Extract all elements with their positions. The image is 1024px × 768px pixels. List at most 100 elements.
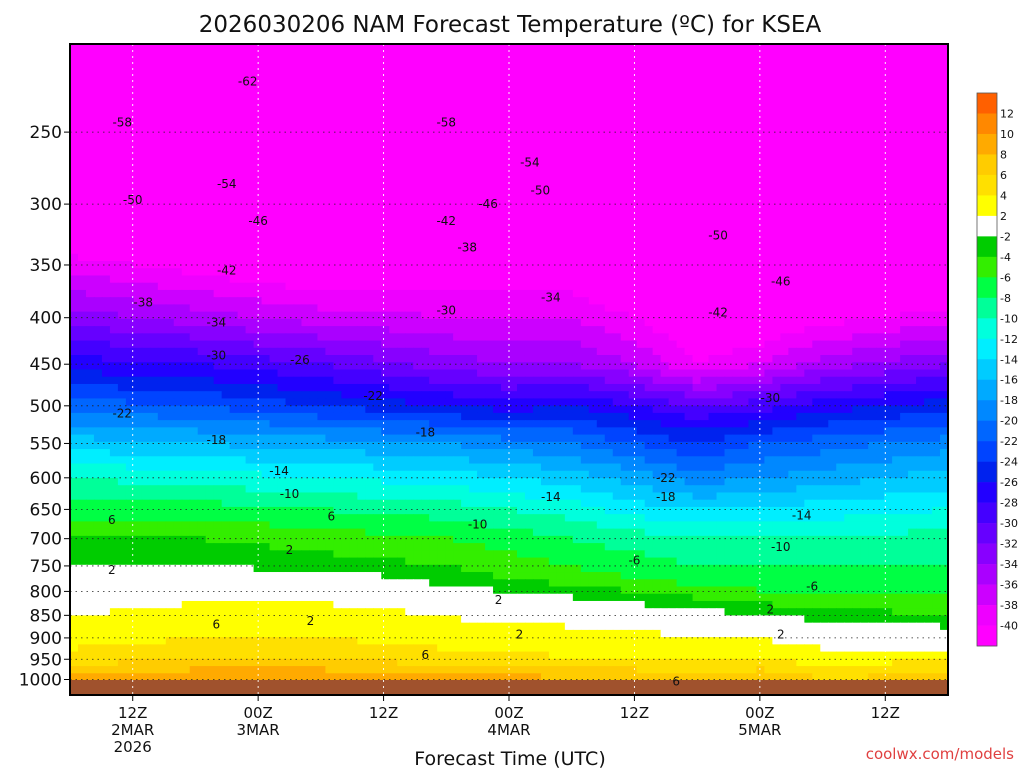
heatmap-cell bbox=[788, 159, 797, 168]
heatmap-cell bbox=[221, 333, 231, 342]
heatmap-cell bbox=[804, 210, 813, 219]
heatmap-cell bbox=[381, 145, 390, 154]
heatmap-cell bbox=[740, 210, 750, 219]
heatmap-cell bbox=[381, 224, 390, 233]
heatmap-cell bbox=[413, 217, 422, 226]
heatmap-cell bbox=[181, 138, 191, 146]
heatmap-cell bbox=[572, 282, 582, 291]
heatmap-cell bbox=[588, 362, 598, 371]
heatmap-cell bbox=[277, 261, 287, 269]
heatmap-cell bbox=[445, 326, 454, 334]
heatmap-cell bbox=[804, 275, 813, 284]
heatmap-cell bbox=[916, 130, 925, 139]
heatmap-cell bbox=[700, 203, 710, 211]
heatmap-cell bbox=[205, 224, 215, 233]
heatmap-cell bbox=[708, 333, 718, 342]
heatmap-cell bbox=[221, 275, 231, 284]
heatmap-cell bbox=[373, 80, 382, 88]
heatmap-cell bbox=[117, 159, 127, 168]
heatmap-cell bbox=[197, 355, 207, 363]
heatmap-cell bbox=[341, 347, 350, 356]
heatmap-cell bbox=[620, 58, 630, 67]
heatmap-cell bbox=[748, 72, 758, 81]
heatmap-cell bbox=[724, 275, 734, 284]
heatmap-cell bbox=[301, 362, 311, 371]
heatmap-cell bbox=[357, 188, 366, 197]
heatmap-cell bbox=[421, 239, 430, 248]
heatmap-cell bbox=[197, 318, 207, 327]
heatmap-cell bbox=[628, 355, 638, 363]
heatmap-cell bbox=[237, 159, 247, 168]
heatmap-cell bbox=[676, 174, 686, 183]
heatmap-cell bbox=[109, 145, 119, 154]
heatmap-cell bbox=[309, 101, 319, 110]
heatmap-cell bbox=[836, 188, 845, 197]
heatmap-cell bbox=[644, 268, 654, 277]
heatmap-cell bbox=[868, 159, 877, 168]
heatmap-cell bbox=[421, 203, 430, 211]
heatmap-cell bbox=[916, 174, 925, 183]
heatmap-cell bbox=[109, 246, 119, 255]
heatmap-cell bbox=[860, 101, 869, 110]
heatmap-cell bbox=[868, 326, 877, 334]
heatmap-cell bbox=[860, 174, 869, 183]
heatmap-cell bbox=[780, 123, 789, 132]
heatmap-cell bbox=[740, 58, 750, 67]
heatmap-cell bbox=[405, 362, 414, 371]
heatmap-cell bbox=[453, 152, 462, 161]
heatmap-cell bbox=[580, 297, 590, 305]
heatmap-cell bbox=[540, 333, 550, 342]
heatmap-cell bbox=[820, 51, 829, 60]
heatmap-cell bbox=[748, 289, 758, 298]
heatmap-cell bbox=[141, 297, 151, 305]
heatmap-cell bbox=[820, 87, 829, 96]
heatmap-cell bbox=[540, 94, 550, 103]
heatmap-cell bbox=[540, 166, 550, 175]
heatmap-cell bbox=[580, 217, 590, 226]
heatmap-cell bbox=[844, 210, 853, 219]
heatmap-cell bbox=[237, 109, 247, 117]
heatmap-cell bbox=[309, 174, 319, 183]
heatmap-cell bbox=[245, 44, 255, 52]
heatmap-cell bbox=[676, 347, 686, 356]
heatmap-cell bbox=[285, 282, 295, 291]
heatmap-cell bbox=[732, 282, 742, 291]
heatmap-cell bbox=[269, 87, 279, 96]
heatmap-cell bbox=[117, 80, 127, 88]
heatmap-cell bbox=[197, 51, 207, 60]
heatmap-cell bbox=[461, 116, 470, 125]
heatmap-cell bbox=[301, 217, 311, 226]
heatmap-cell bbox=[716, 145, 726, 154]
heatmap-cell bbox=[197, 297, 207, 305]
heatmap-cell bbox=[173, 224, 183, 233]
heatmap-cell bbox=[253, 318, 263, 327]
heatmap-cell bbox=[652, 340, 662, 349]
heatmap-cell bbox=[636, 203, 646, 211]
heatmap-cell bbox=[261, 347, 271, 356]
heatmap-cell bbox=[804, 123, 813, 132]
heatmap-cell bbox=[117, 72, 127, 81]
heatmap-cell bbox=[780, 181, 789, 190]
heatmap-cell bbox=[133, 101, 143, 110]
heatmap-cell bbox=[389, 101, 398, 110]
heatmap-cell bbox=[724, 224, 734, 233]
heatmap-cell bbox=[309, 217, 319, 226]
heatmap-cell bbox=[501, 145, 510, 154]
heatmap-cell bbox=[357, 275, 366, 284]
heatmap-cell bbox=[421, 311, 430, 320]
heatmap-cell bbox=[493, 282, 502, 291]
heatmap-cell bbox=[876, 101, 885, 110]
heatmap-cell bbox=[229, 362, 239, 371]
heatmap-cell bbox=[748, 304, 758, 313]
heatmap-cell bbox=[836, 174, 845, 183]
heatmap-cell bbox=[652, 304, 662, 313]
heatmap-cell bbox=[692, 94, 702, 103]
heatmap-cell bbox=[149, 297, 159, 305]
heatmap-cell bbox=[676, 109, 686, 117]
heatmap-cell bbox=[836, 145, 845, 154]
heatmap-cell bbox=[453, 94, 462, 103]
heatmap-cell bbox=[133, 239, 143, 248]
heatmap-cell bbox=[429, 44, 438, 52]
heatmap-cell bbox=[381, 362, 390, 371]
heatmap-cell bbox=[884, 159, 893, 168]
